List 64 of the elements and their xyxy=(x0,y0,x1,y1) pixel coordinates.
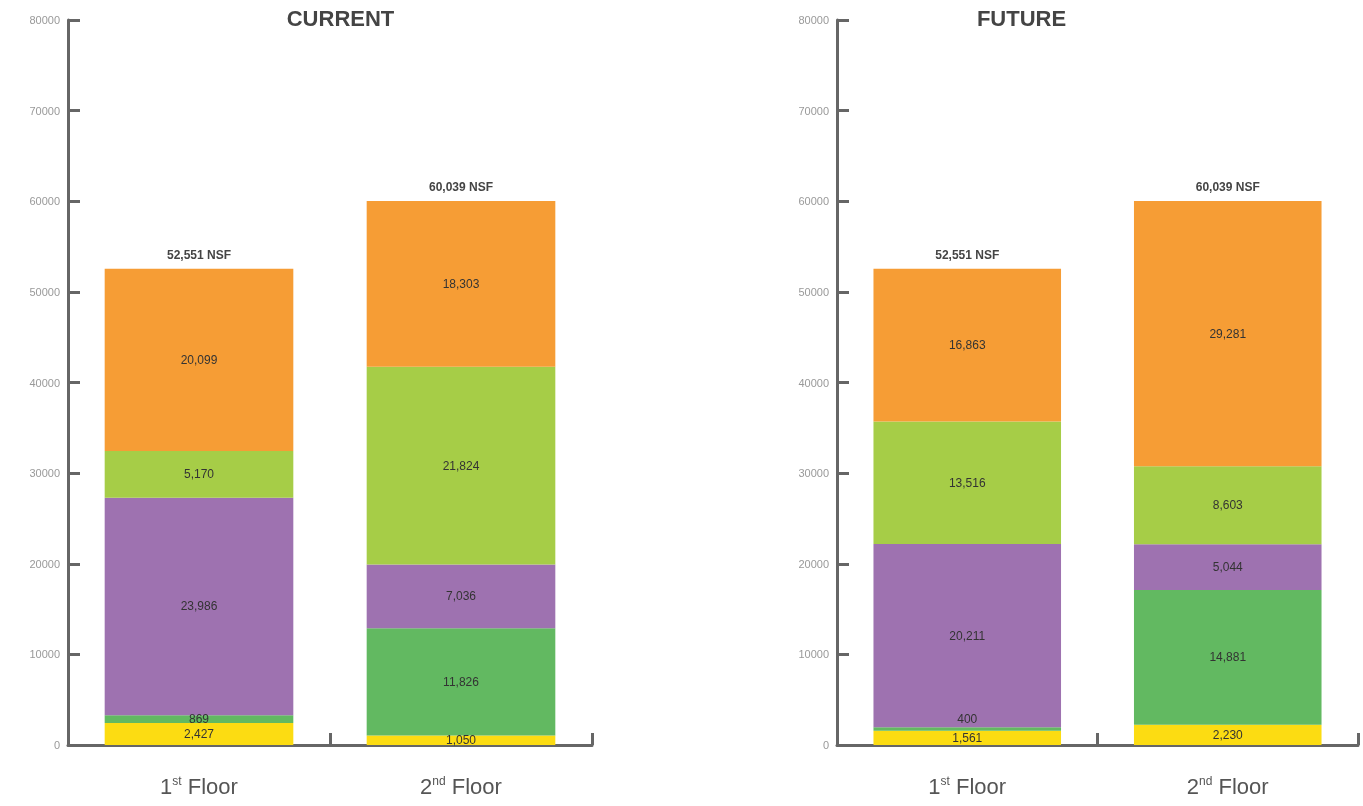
bar xyxy=(104,723,294,745)
y-tick-label: 40000 xyxy=(798,376,829,389)
y-tick-label: 70000 xyxy=(798,104,829,117)
total-label: 60,039 NSF xyxy=(428,179,494,194)
data-label: 11,826 xyxy=(443,674,480,689)
y-tick-label: 0 xyxy=(53,739,60,751)
data-label: 21,824 xyxy=(442,458,480,473)
bar xyxy=(873,730,1062,745)
total-label: 60,039 NSF xyxy=(1195,179,1260,194)
bar xyxy=(366,366,556,565)
data-label: 8,603 xyxy=(1212,498,1244,513)
chart-title: CURRENT xyxy=(286,5,395,31)
data-label: 18,303 xyxy=(442,276,480,291)
y-tick-label: 50000 xyxy=(798,285,829,298)
bar xyxy=(873,544,1062,728)
bar xyxy=(1133,589,1322,725)
data-label: 5,044 xyxy=(1212,560,1244,575)
bar xyxy=(366,564,556,629)
y-tick-label: 30000 xyxy=(798,467,829,480)
bar xyxy=(366,200,556,367)
data-label: 2,230 xyxy=(1212,727,1244,742)
y-tick-label: 40000 xyxy=(29,376,60,389)
data-label: 7,036 xyxy=(445,589,477,604)
y-tick-label: 20000 xyxy=(798,557,829,570)
data-label: 14,881 xyxy=(1209,650,1247,665)
data-label: 23,986 xyxy=(180,599,218,614)
bar xyxy=(104,497,294,716)
chart-title: FUTURE xyxy=(976,5,1067,31)
total-label: 52,551 NSF xyxy=(935,247,1000,262)
y-tick-label: 70000 xyxy=(29,104,60,117)
data-label: 16,863 xyxy=(948,338,986,353)
bar xyxy=(1133,724,1322,745)
data-label: 869 xyxy=(188,712,210,727)
data-label: 1,050 xyxy=(445,733,477,748)
data-label: 20,099 xyxy=(180,352,218,367)
bar xyxy=(873,727,1062,731)
bar xyxy=(1133,466,1322,545)
y-tick-label: 60000 xyxy=(798,195,829,208)
bar xyxy=(366,735,556,745)
data-label: 400 xyxy=(957,712,978,727)
data-label: 29,281 xyxy=(1209,326,1247,341)
y-tick-label: 80000 xyxy=(798,14,829,26)
data-label: 20,211 xyxy=(949,628,986,643)
data-label: 1,561 xyxy=(952,730,983,745)
y-tick-label: 80000 xyxy=(29,14,60,26)
bar xyxy=(104,450,294,498)
data-label: 5,170 xyxy=(183,467,215,482)
bar xyxy=(1133,200,1322,467)
y-tick-label: 30000 xyxy=(29,467,60,480)
total-label: 52,551 NSF xyxy=(166,247,232,262)
y-tick-label: 10000 xyxy=(29,648,60,661)
bar xyxy=(104,268,294,451)
y-tick-label: 50000 xyxy=(29,285,60,298)
y-tick-label: 60000 xyxy=(29,195,60,208)
y-tick-label: 0 xyxy=(822,739,829,751)
bar xyxy=(104,715,294,724)
bar xyxy=(873,268,1062,422)
y-tick-label: 20000 xyxy=(29,557,60,570)
data-label: 2,427 xyxy=(183,727,215,741)
y-tick-label: 10000 xyxy=(798,648,829,661)
bar xyxy=(873,421,1062,545)
bar xyxy=(366,628,556,736)
data-label: 13,516 xyxy=(948,475,986,490)
bar xyxy=(1133,544,1322,590)
